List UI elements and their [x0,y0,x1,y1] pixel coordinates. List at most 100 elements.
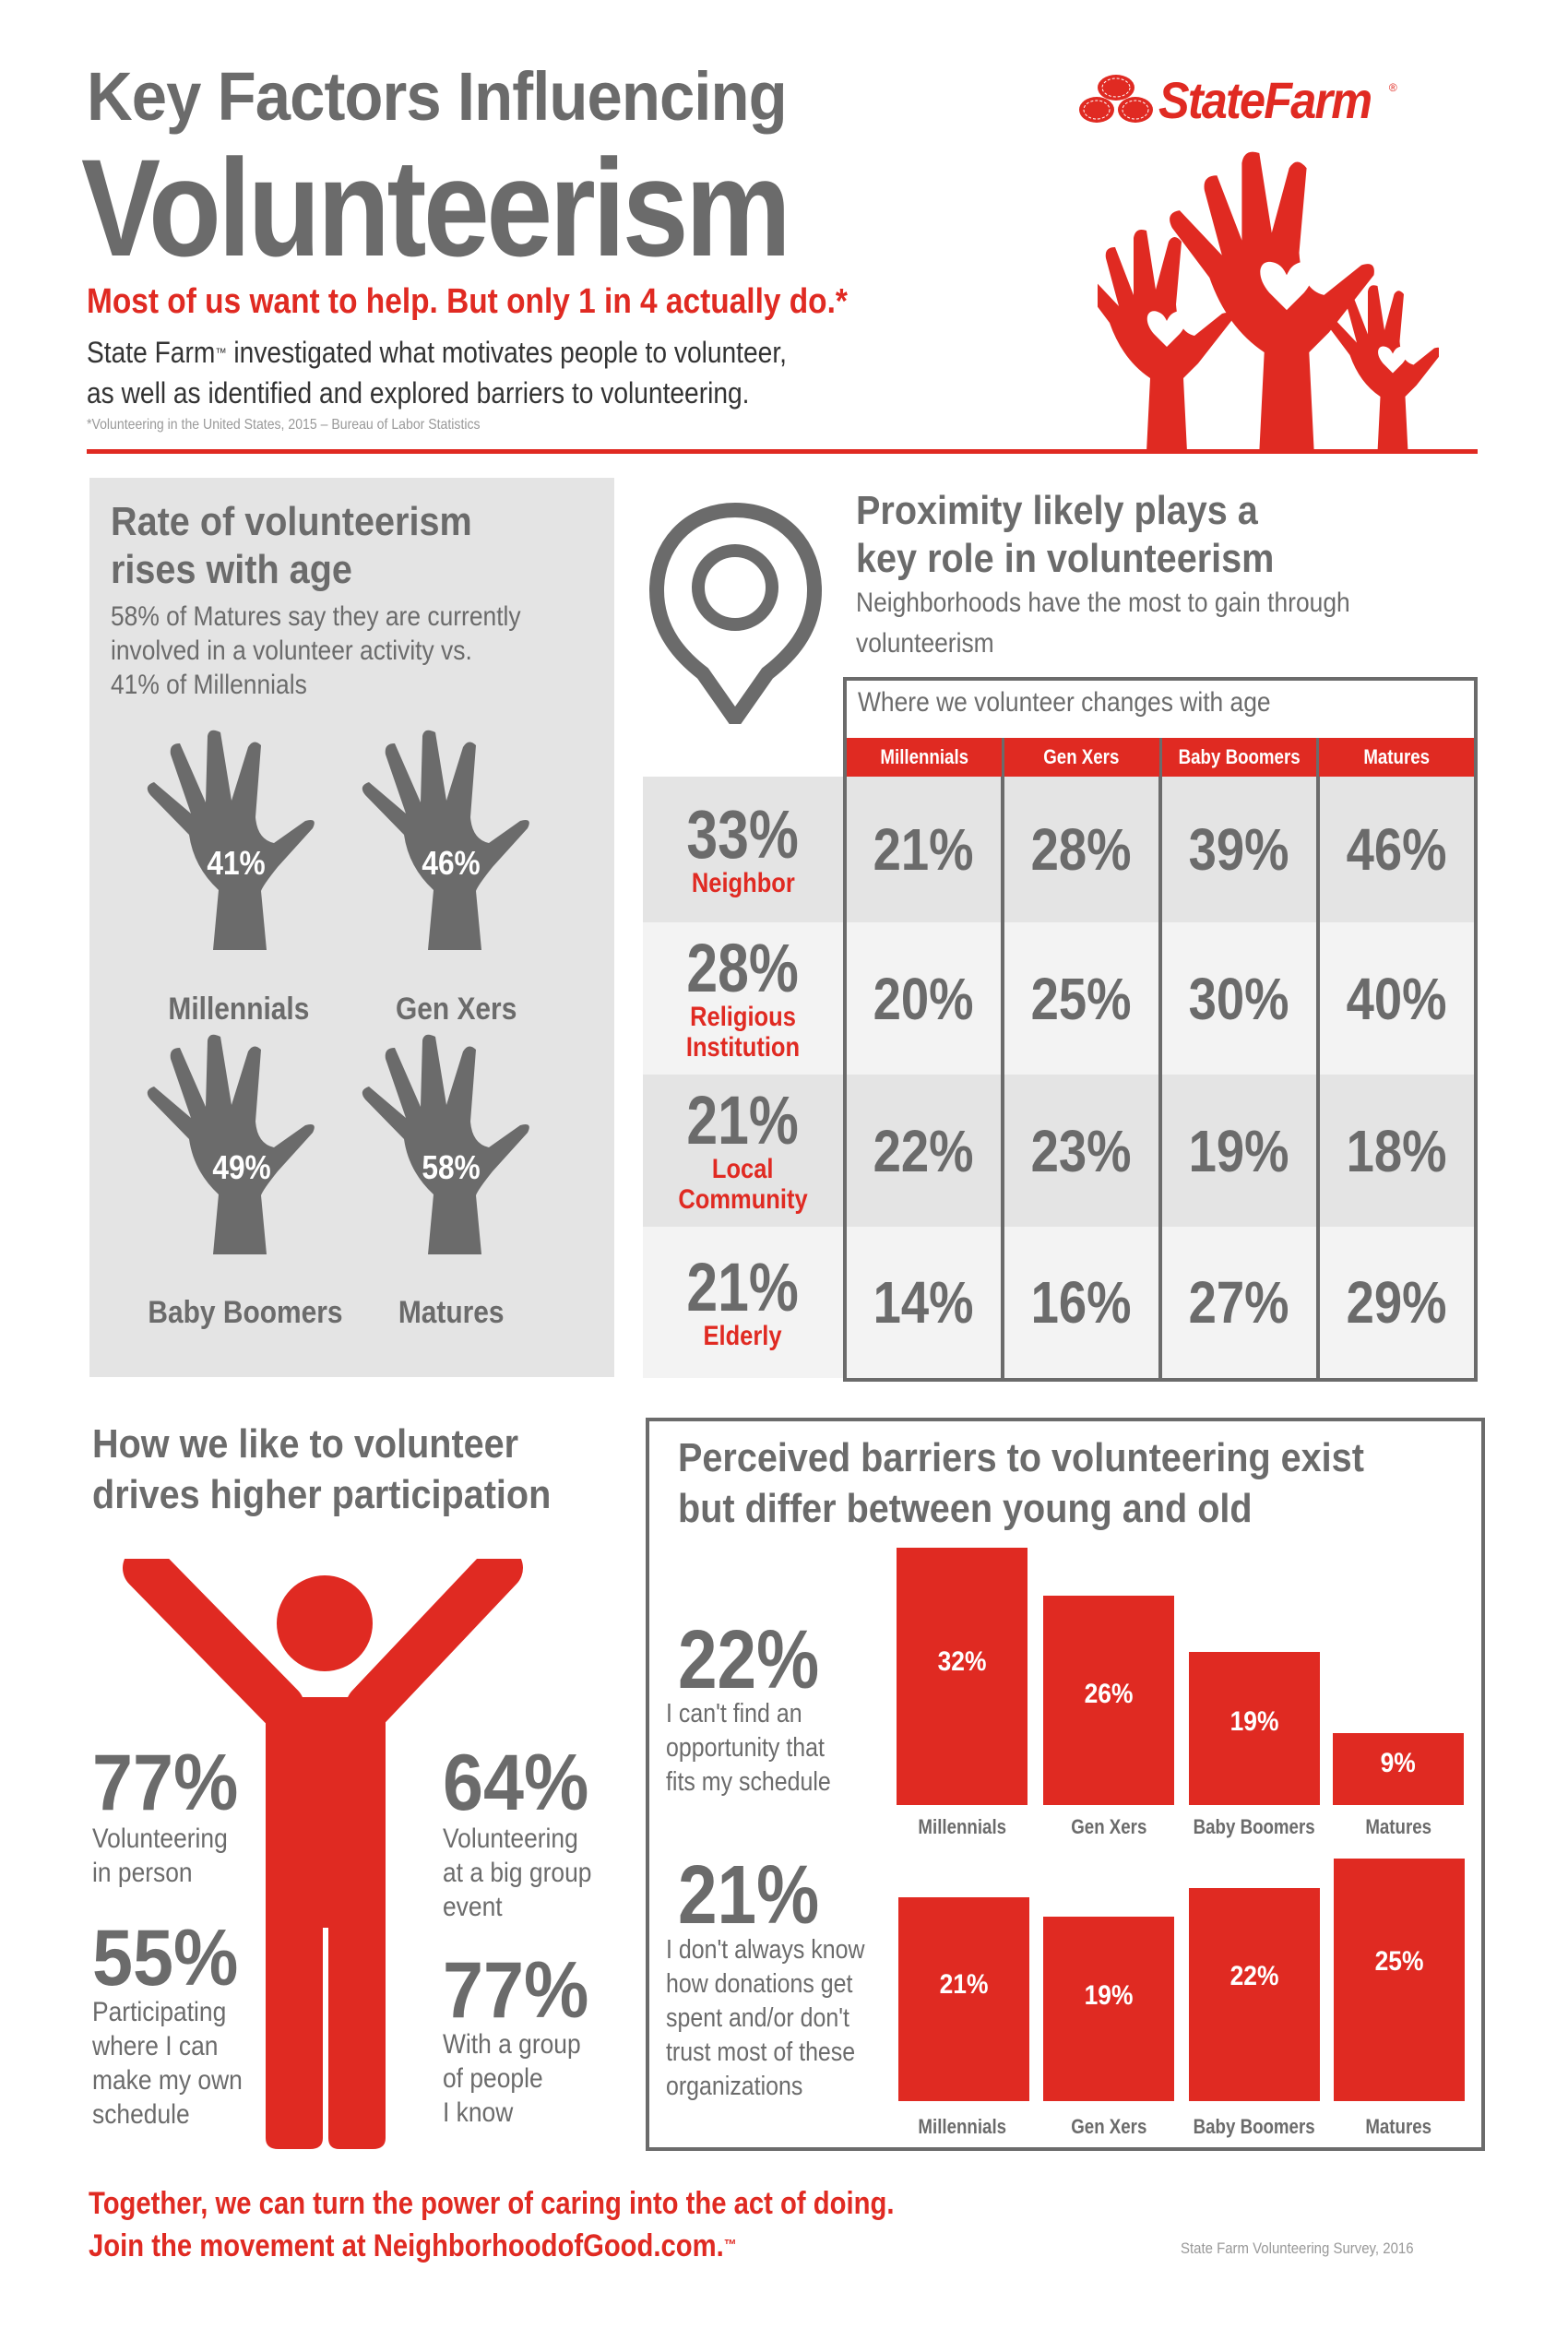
footnote: *Volunteering in the United States, 2015… [87,417,481,433]
table-row-religious-institution: 28% Religious Institution 20% 25% 30% 40… [643,922,1478,1075]
hand-icon [362,730,529,950]
bar-value: 22% [1229,1961,1279,1991]
raised-hands-hearts-icon [1098,151,1439,452]
row-header: 21% Elderly [643,1227,843,1378]
barrier-description: I can't find an opportunity that fits my… [666,1697,831,1800]
bar-category: Millennials [918,2115,1006,2138]
column-header-gen-xers: Gen Xers [1004,738,1162,777]
row-label: Institution [685,1031,801,1063]
bar-millennials [898,1897,1029,2101]
table-cell: 39% [1158,777,1316,922]
stat-line: of people [443,2063,543,2094]
intro-line2: as well as identified and explored barri… [87,376,750,410]
stat-line: I know [443,2097,514,2128]
bar-matures [1334,1859,1465,2101]
age-title-line2: rises with age [111,547,352,592]
row-overall-value: 28% [686,929,800,1006]
stat-line: Volunteering [443,1823,578,1854]
intro-brand: State Farm [87,336,216,369]
stat-line: event [443,1892,503,1922]
barrier-line: how donations get [666,1969,853,1999]
table-row-elderly: 21% Elderly 14% 16% 27% 29% [643,1227,1478,1378]
bar-gen-xers [1043,1917,1174,2101]
bar-category: Gen Xers [1070,1815,1147,1838]
age-section-subtitle: 58% of Matures say they are currently in… [111,600,521,702]
row-label: Religious [690,1001,796,1032]
barrier-overall-value: 22% [678,1614,820,1706]
bar-category: Gen Xers [1070,2115,1147,2138]
column-header-millennials: Millennials [847,738,1004,777]
hand-millennials: 41% [129,729,341,950]
hand-icon [147,730,315,950]
proximity-section-subtitle: Neighborhoods have the most to gain thro… [856,583,1350,664]
page-title-line1: Key Factors Influencing [87,58,788,135]
barrier-line: fits my schedule [666,1767,831,1797]
row-label: Elderly [703,1320,783,1351]
table-frame [843,677,1478,1382]
page-title-line2: Volunteerism [81,130,791,285]
barriers-section-title: Perceived barriers to volunteering exist… [678,1432,1364,1534]
bar-category: Baby Boomers [1194,1815,1315,1838]
location-pin-icon [649,503,822,724]
row-label: Community [678,1183,808,1215]
stat-line: make my own [92,2065,243,2096]
prox-sub-line2: volunteerism [856,628,994,659]
hand-gen-xers: 46% [344,729,556,950]
stat-value: 64% [443,1739,589,1827]
tagline: Most of us want to help. But only 1 in 4… [87,282,848,321]
stat-value: 77% [92,1739,239,1827]
stat-value: 77% [443,1946,589,2035]
hand-label: Matures [398,1295,505,1330]
intro-line1: State Farm™ investigated what motivates … [87,332,787,373]
stat-line: Volunteering [92,1823,228,1854]
neighborhood-of-good-link[interactable]: Join the movement at NeighborhoodofGood.… [89,2228,724,2263]
cta-line2: Join the movement at NeighborhoodofGood.… [89,2225,894,2267]
prox-title-line2: key role in volunteerism [856,536,1275,581]
stat-description: Volunteering in person [92,1822,228,1890]
bar-baby-boomers [1189,1652,1320,1805]
table-header-row: Millennials Gen Xers Baby Boomers Mature… [847,738,1474,777]
hand-icon [147,1034,315,1254]
age-section-title: Rate of volunteerism rises with age [111,498,472,594]
bar-category: Millennials [918,1815,1006,1838]
prox-title-line1: Proximity likely plays a [856,488,1258,533]
age-sub-line1: 58% of Matures say they are currently [111,601,521,632]
hand-value: 49% [212,1148,271,1186]
bar-baby-boomers [1189,1888,1320,2101]
age-title-line1: Rate of volunteerism [111,499,472,544]
bar-value: 26% [1084,1679,1134,1709]
row-header: 21% Local Community [643,1075,843,1227]
hand-icon [362,1034,529,1254]
barrier-line: I can't find an [666,1699,802,1728]
age-panel [89,478,614,1377]
proximity-section-title: Proximity likely plays a key role in vol… [856,487,1274,583]
source-citation: State Farm Volunteering Survey, 2016 [1181,2239,1414,2257]
header-divider [87,449,1478,454]
barrier-line: I don't always know [666,1935,865,1965]
barrier-overall-value: 21% [678,1849,820,1942]
table-cell: 46% [1316,777,1478,922]
intro-text: State Farm™ investigated what motivates … [87,332,787,413]
state-farm-logo: StateFarm ® [1079,70,1476,129]
table-cell: 28% [1001,777,1158,922]
hand-label: Millennials [168,992,310,1027]
barrier-description: I don't always know how donations get sp… [666,1933,864,2104]
stat-description: Participating where I can make my own sc… [92,1995,243,2132]
trademark: ™ [215,345,227,360]
intro-line1-rest: investigated what motivates people to vo… [226,336,787,369]
barriers-title-line2: but differ between young and old [678,1486,1253,1531]
bar-gen-xers [1043,1596,1174,1805]
stat-description: Volunteering at a big group event [443,1822,591,1924]
stat-line: Participating [92,1997,227,2027]
row-label: Neighbor [691,867,795,898]
hand-label: Baby Boomers [148,1295,343,1330]
three-ovals-icon [1079,74,1153,125]
table-cell: 19% [1158,1075,1316,1227]
row-header: 33% Neighbor [643,777,843,922]
stat-line: With a group [443,2029,581,2060]
bar-category: Baby Boomers [1194,2115,1315,2138]
prox-sub-line1: Neighborhoods have the most to gain thro… [856,588,1350,618]
logo-text: StateFarm [1158,70,1372,129]
cta-line1: Together, we can turn the power of carin… [89,2186,895,2221]
table-cell: 30% [1158,922,1316,1075]
